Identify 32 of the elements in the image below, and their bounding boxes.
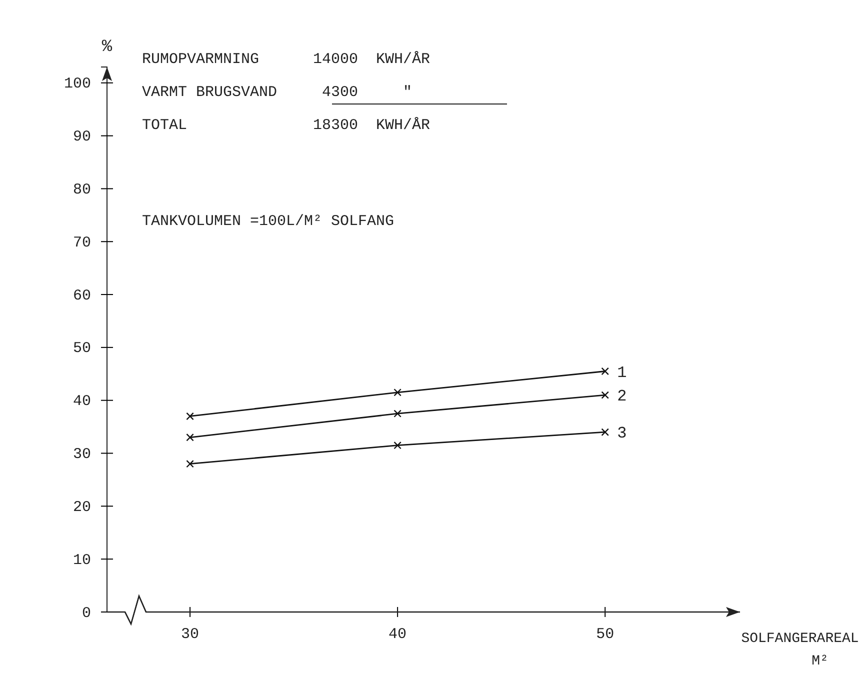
x-tick-label: 40 — [388, 626, 407, 643]
y-tick-label: 80 — [72, 182, 91, 198]
annotation: RUMOPVARMNING 14000 KWH/ÅR — [142, 51, 430, 68]
annotation: TOTAL 18300 KWH/ÅR — [142, 117, 430, 134]
point — [186, 433, 194, 442]
y-tick-label: 10 — [72, 552, 91, 569]
y-tick-label: 70 — [72, 234, 91, 252]
annotation: TANKVOLUMEN =100L/M² SOLFANG — [142, 213, 394, 230]
y-tick-label: 30 — [72, 446, 91, 464]
point — [601, 428, 609, 436]
y-tick-label: 100 — [64, 76, 91, 93]
annotation: VARMT BRUGSVAND 4300 ″ — [142, 84, 412, 101]
y-tick-label: 0 — [82, 604, 91, 622]
point — [186, 460, 194, 468]
point — [601, 367, 609, 376]
y-tick-label: 50 — [72, 340, 91, 358]
x-tick-label: 50 — [596, 626, 614, 643]
x-tick-label: 30 — [181, 626, 200, 643]
point — [601, 391, 609, 399]
series-label: 3 — [617, 424, 627, 443]
point — [394, 410, 402, 418]
point — [394, 388, 402, 396]
y-tick-label: 20 — [72, 498, 91, 516]
y-tick-label: 40 — [72, 393, 91, 410]
series-label: 1 — [617, 364, 627, 382]
x-axis-title: SOLFANGERAREAL M² — [741, 631, 859, 670]
y-axis-title: % — [102, 38, 113, 57]
y-tick-label: 60 — [72, 287, 91, 304]
point — [186, 412, 194, 420]
series-label: 2 — [617, 388, 627, 406]
point — [394, 441, 402, 450]
y-tick-label: 90 — [72, 128, 91, 146]
